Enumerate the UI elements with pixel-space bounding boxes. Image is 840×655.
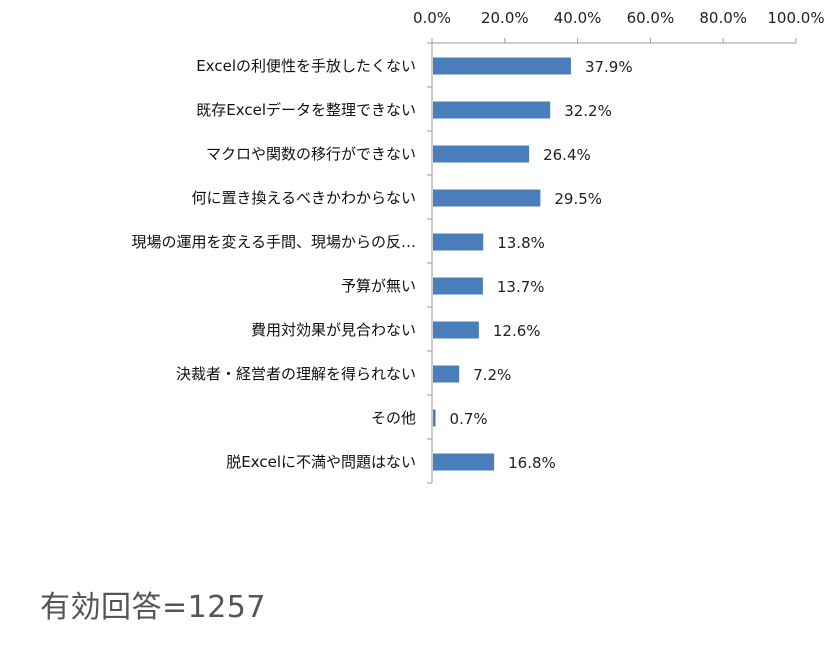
category-labels: Excelの利便性を手放したくない既存Excelデータを整理できないマクロや関数…: [131, 57, 416, 471]
response-count: 有効回答=1257: [40, 590, 266, 625]
data-label: 13.8%: [497, 234, 545, 252]
bar: [433, 321, 479, 339]
bar: [433, 233, 484, 251]
category-label: マクロや関数の移行ができない: [206, 145, 416, 163]
bar: [433, 145, 530, 163]
category-label: 決裁者・経営者の理解を得られない: [176, 365, 416, 383]
bar: [433, 365, 460, 383]
category-label: 既存Excelデータを整理できない: [196, 101, 416, 119]
x-tick-label: 100.0%: [767, 9, 824, 27]
category-label: その他: [371, 409, 416, 427]
data-label: 12.6%: [493, 322, 541, 340]
bar: [433, 453, 495, 471]
x-tick-label: 80.0%: [699, 9, 747, 27]
data-label: 26.4%: [543, 146, 591, 164]
category-label: 何に置き換えるべきかわからない: [191, 189, 416, 207]
data-label: 32.2%: [564, 102, 612, 120]
category-label: 費用対効果が見合わない: [251, 321, 416, 339]
data-labels: 37.9% 32.2% 26.4% 29.5% 13.8% 13.7% 12.6% 7.2% 0…: [450, 58, 633, 472]
bar: [433, 277, 483, 295]
bar: [433, 409, 436, 427]
bar: [433, 189, 541, 207]
y-axis-ticks: [427, 42, 432, 484]
bar: [433, 101, 551, 119]
data-label: 0.7%: [450, 410, 488, 428]
x-tick-label: 20.0%: [481, 9, 529, 27]
data-label: 37.9%: [585, 58, 633, 76]
data-label: 29.5%: [554, 190, 602, 208]
x-tick-label: 40.0%: [554, 9, 602, 27]
bar: [433, 57, 571, 75]
x-tick-label: 0.0%: [413, 9, 451, 27]
x-tick-label: 60.0%: [627, 9, 675, 27]
category-label: 予算が無い: [341, 277, 416, 295]
bars: [433, 57, 571, 471]
data-label: 16.8%: [508, 454, 556, 472]
category-label: 現場の運用を変える手間、現場からの反…: [131, 233, 416, 251]
category-label: 脱Excelに不満や問題はない: [226, 453, 416, 471]
data-label: 7.2%: [473, 366, 511, 384]
x-axis-ticks: 0.0% 20.0% 40.0% 60.0% 80.0% 100.0%: [413, 9, 825, 43]
category-label: Excelの利便性を手放したくない: [196, 57, 416, 75]
bar-chart: 0.0% 20.0% 40.0% 60.0% 80.0% 100.0% Excelの利便性…: [131, 9, 825, 484]
data-label: 13.7%: [497, 278, 545, 296]
